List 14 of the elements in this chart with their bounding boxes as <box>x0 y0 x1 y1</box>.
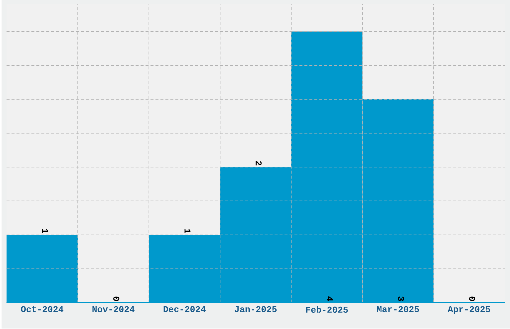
data-label: 3 <box>398 296 404 302</box>
x-tick-label: Jan-2025 <box>234 306 277 313</box>
data-label: 1 <box>42 229 48 234</box>
x-tick-label: Oct-2024 <box>21 306 64 313</box>
data-label: 2 <box>256 161 262 166</box>
x-tick-label: Dec-2024 <box>164 306 206 313</box>
x-tick-label: Apr-2025 <box>448 306 490 314</box>
data-label: 0 <box>469 296 476 302</box>
data-label: 0 <box>114 296 120 302</box>
x-tick-label: Mar-2025 <box>377 306 420 313</box>
data-label: 4 <box>327 296 334 302</box>
data-label: 1 <box>184 229 191 234</box>
x-tick-label: Nov-2024 <box>92 306 135 313</box>
x-tick-label: Feb-2025 <box>306 306 348 314</box>
